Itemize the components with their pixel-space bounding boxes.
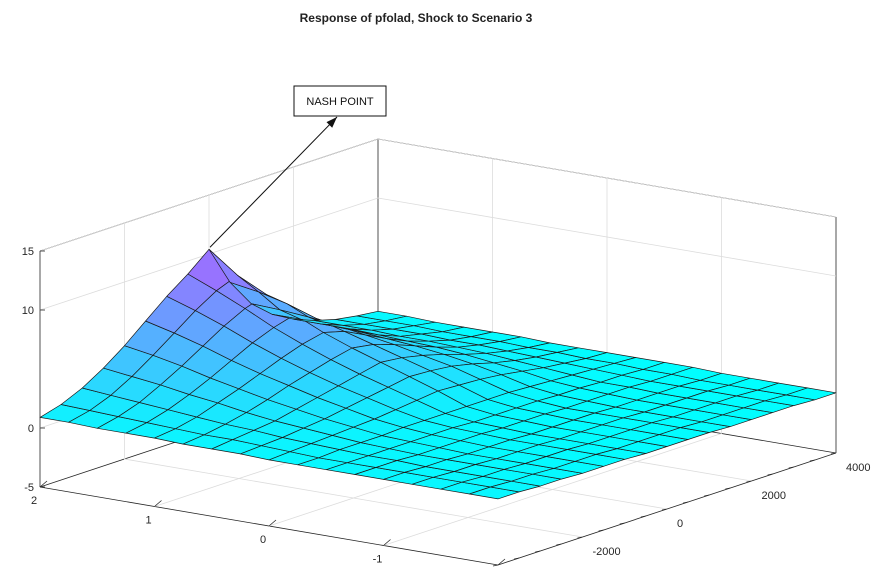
x-tick-mark-16 bbox=[830, 452, 837, 455]
x-tick-mark-9 bbox=[683, 501, 689, 504]
z-tick-label-0: 0 bbox=[28, 423, 34, 435]
surface-mesh bbox=[39, 248, 837, 500]
grid-z-15 bbox=[39, 138, 837, 252]
x-tick-mark-8 bbox=[661, 508, 668, 511]
x-tick-mark-2 bbox=[535, 550, 541, 553]
annotation-text: NASH POINT bbox=[306, 96, 374, 108]
x-tick-label-4000: 4000 bbox=[846, 462, 870, 474]
x-tick-label--2000: -2000 bbox=[593, 546, 621, 558]
x-tick-mark-15 bbox=[809, 459, 815, 462]
annotation-arrow-head bbox=[326, 117, 337, 128]
y-tick-mark--1 bbox=[383, 539, 391, 546]
surface-patch-0-15 bbox=[785, 387, 837, 401]
y-tick-mark--2 bbox=[497, 558, 506, 566]
x-tick-mark-14 bbox=[788, 466, 794, 469]
x-tick-mark-0 bbox=[492, 564, 499, 567]
x-tick-mark-3 bbox=[556, 543, 562, 546]
y-tick-mark-0 bbox=[268, 519, 277, 527]
y-tick-mark-2 bbox=[39, 480, 48, 488]
x-tick-label-0: 0 bbox=[677, 518, 683, 530]
y-tick-label-2: 2 bbox=[31, 495, 37, 507]
y-tick-label-1: 1 bbox=[145, 515, 151, 527]
x-tick-mark-4 bbox=[577, 536, 583, 539]
z-tick-label--5: -5 bbox=[24, 482, 34, 494]
x-tick-mark-5 bbox=[598, 529, 604, 532]
x-tick-mark-7 bbox=[640, 515, 646, 518]
y-tick-mark-1 bbox=[154, 500, 162, 507]
y-tick-label--1: -1 bbox=[373, 554, 383, 566]
nash-point-annotation: NASH POINT bbox=[209, 85, 387, 248]
x-tick-label-2000: 2000 bbox=[762, 490, 786, 502]
grid-z-10 bbox=[39, 197, 837, 311]
x-tick-mark-11 bbox=[725, 487, 731, 490]
y-tick-label-0: 0 bbox=[260, 534, 266, 546]
annotation-box bbox=[293, 85, 387, 117]
annotation-arrow-line bbox=[209, 116, 338, 248]
x-tick-mark-1 bbox=[514, 557, 520, 560]
grid-x--2000 bbox=[124, 223, 583, 538]
x-tick-mark-10 bbox=[704, 494, 710, 497]
z-tick-label-10: 10 bbox=[22, 305, 34, 317]
chart-title: Response of pfolad, Shock to Scenario 3 bbox=[300, 11, 533, 25]
grid-y--1 bbox=[383, 197, 722, 546]
z-tick-label-15: 15 bbox=[22, 246, 34, 258]
x-tick-mark-6 bbox=[619, 522, 625, 525]
x-tick-mark-13 bbox=[767, 473, 773, 476]
x-tick-mark-12 bbox=[746, 480, 752, 483]
